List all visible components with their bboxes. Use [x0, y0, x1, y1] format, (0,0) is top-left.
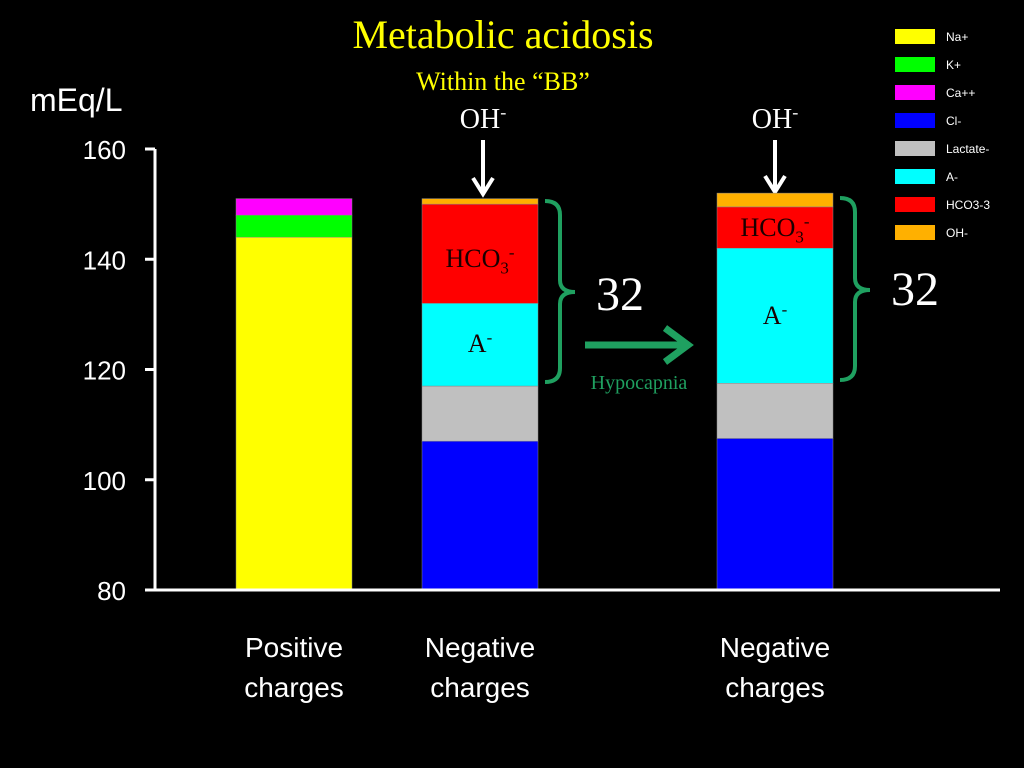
- legend-label: Cl-: [946, 114, 961, 128]
- legend-label: Ca++: [946, 86, 975, 100]
- x-tick-label: Negative charges: [719, 632, 831, 703]
- legend-swatch: [895, 225, 935, 240]
- y-tick-label: 100: [83, 466, 126, 496]
- bar-segment: [716, 383, 834, 439]
- bar-segment: [421, 303, 539, 387]
- chart-title: Metabolic acidosis: [352, 12, 653, 57]
- bar-segment: [716, 192, 834, 208]
- annotation-text: A: [763, 301, 782, 330]
- annotation-sup: -: [782, 300, 788, 319]
- annotation-sup: -: [500, 102, 506, 122]
- annotation-text: HCO: [446, 244, 501, 273]
- x-tick-label: Positive charges: [244, 632, 344, 703]
- annotation-text: OH: [460, 104, 500, 135]
- bar-segment: [235, 214, 353, 238]
- legend-label: Lactate-: [946, 142, 989, 156]
- brackets: [544, 196, 871, 384]
- annotation-text: HCO: [741, 213, 796, 242]
- annotation-sup: -: [804, 212, 810, 231]
- legend-label: A-: [946, 170, 958, 184]
- annotation: A-: [763, 300, 788, 330]
- annotation: 32: [891, 263, 939, 316]
- bar-segment: [421, 440, 539, 591]
- legend-label: K+: [946, 58, 961, 72]
- annotation-sub: 3: [500, 259, 508, 278]
- annotation-sup: -: [509, 243, 515, 262]
- shift-arrow: [585, 325, 694, 365]
- annotation: OH-: [752, 102, 799, 135]
- bar-segment: [421, 198, 539, 205]
- annotation: OH-: [460, 102, 507, 135]
- legend-label: Na+: [946, 30, 968, 44]
- legend-swatch: [895, 29, 935, 44]
- annotation-text: OH: [752, 104, 792, 135]
- x-tick-label: Negative charges: [424, 632, 536, 703]
- annotation-text: Hypocapnia: [591, 372, 688, 394]
- legend-swatch: [895, 197, 935, 212]
- annotation: HCO3-: [446, 243, 515, 278]
- legend-label: HCO3-3: [946, 198, 990, 212]
- y-tick-label: 80: [97, 576, 126, 606]
- bar-segment: [421, 203, 539, 304]
- bar-segment: [235, 198, 353, 216]
- y-tick-label: 120: [83, 356, 126, 386]
- bar-segment: [421, 385, 539, 442]
- bar-segment: [716, 206, 834, 249]
- annotation: HCO3-: [741, 212, 810, 247]
- annotation-sup: -: [487, 328, 493, 347]
- annotation: 32: [596, 268, 644, 321]
- legend-swatch: [895, 113, 935, 128]
- legend-swatch: [895, 141, 935, 156]
- legend-swatch: [895, 57, 935, 72]
- y-tick-label: 140: [83, 245, 126, 275]
- y-tick-label: 160: [83, 135, 126, 165]
- annotation-text: 32: [891, 263, 939, 316]
- annotation-text: A: [468, 329, 487, 358]
- bar-segment: [716, 438, 834, 591]
- legend-swatch: [895, 169, 935, 184]
- bar-segment: [716, 247, 834, 384]
- annotation-sup: -: [792, 102, 798, 122]
- annotation-sub: 3: [795, 228, 803, 247]
- bar-segment: [235, 236, 353, 591]
- annotation-text: 32: [596, 268, 644, 321]
- chart-subtitle: Within the “BB”: [416, 67, 590, 96]
- annotation: Hypocapnia: [591, 372, 688, 394]
- legend-swatch: [895, 85, 935, 100]
- y-axis-label: mEq/L: [30, 82, 122, 118]
- annotation: A-: [468, 328, 493, 358]
- legend-label: OH-: [946, 226, 968, 240]
- arrows: [471, 140, 787, 198]
